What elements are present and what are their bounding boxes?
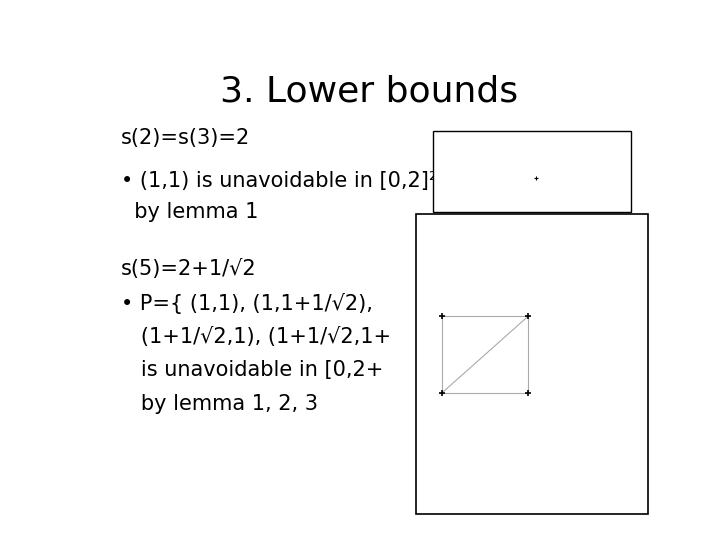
Text: is unavoidable in [0,2+: is unavoidable in [0,2+ — [121, 360, 383, 380]
Text: (1+1/√2,1), (1+1/√2,1+: (1+1/√2,1), (1+1/√2,1+ — [121, 327, 391, 347]
Text: s(2)=s(3)=2: s(2)=s(3)=2 — [121, 127, 250, 147]
Text: by lemma 1: by lemma 1 — [121, 202, 258, 222]
Bar — [433, 131, 631, 212]
Text: 3. Lower bounds: 3. Lower bounds — [220, 75, 518, 109]
Text: • (1,1) is unavoidable in [0,2]²: • (1,1) is unavoidable in [0,2]² — [121, 171, 437, 191]
Text: by lemma 1, 2, 3: by lemma 1, 2, 3 — [121, 394, 318, 414]
Text: • P={ (1,1), (1,1+1/√2),: • P={ (1,1), (1,1+1/√2), — [121, 293, 372, 314]
Bar — [416, 214, 648, 514]
Text: s(5)=2+1/√2: s(5)=2+1/√2 — [121, 259, 256, 279]
